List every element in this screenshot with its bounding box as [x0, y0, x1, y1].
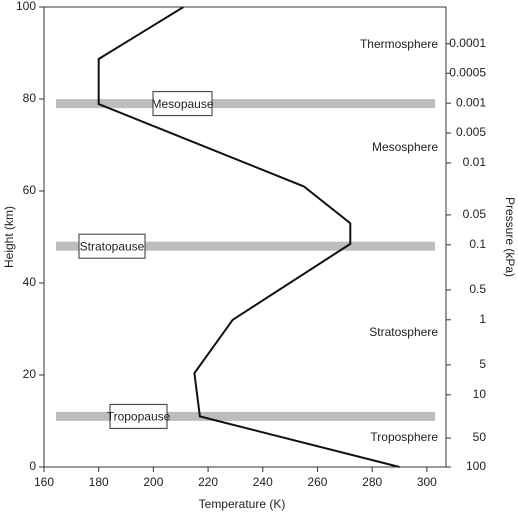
y-axis-label: Height (km) [2, 206, 16, 268]
x-tick-label: 200 [143, 475, 163, 489]
y2-tick-label: 0.0005 [449, 65, 486, 79]
plot-frame [43, 6, 447, 468]
y2-tick-label: 0.05 [463, 207, 487, 221]
y2-tick-label: 0.0001 [449, 36, 486, 50]
y2-tick-label: 0.1 [469, 237, 486, 251]
region-label: Stratosphere [369, 325, 438, 339]
x-tick-label: 220 [198, 475, 218, 489]
y2-tick-label: 0.01 [463, 155, 487, 169]
y-tick-label: 100 [16, 0, 36, 13]
region-label: Troposphere [370, 430, 438, 444]
y2-tick-label: 0.001 [456, 95, 486, 109]
y2-tick-label: 100 [466, 459, 486, 473]
pause-band [56, 411, 435, 421]
x-tick-label: 180 [89, 475, 109, 489]
y-tick-label: 80 [23, 91, 37, 105]
pause-box [152, 91, 213, 117]
pause-label: Stratopause [80, 239, 145, 253]
y2-tick-label: 5 [479, 357, 486, 371]
pause-box [109, 403, 168, 429]
y-tick-label: 60 [23, 183, 37, 197]
y2-tick-label: 0.005 [456, 125, 486, 139]
pause-label: Mesopause [151, 97, 213, 111]
y-tick-label: 40 [23, 275, 37, 289]
y2-tick-label: 10 [473, 387, 487, 401]
y2-tick-label: 1 [479, 312, 486, 326]
y-tick-label: 0 [29, 459, 36, 473]
pause-box [78, 233, 146, 259]
x-tick-label: 260 [307, 475, 327, 489]
y2-axis-label: Pressure (kPa) [503, 197, 517, 277]
x-tick-label: 300 [417, 475, 437, 489]
x-tick-label: 240 [253, 475, 273, 489]
x-tick-label: 160 [34, 475, 54, 489]
region-label: Thermosphere [360, 37, 438, 51]
y2-tick-label: 50 [473, 430, 487, 444]
y2-tick-label: 0.5 [469, 282, 486, 296]
pause-band [56, 241, 435, 251]
pause-label: Tropopause [107, 410, 171, 424]
temperature-line [97, 6, 400, 468]
region-label: Mesosphere [372, 140, 438, 154]
pause-band [56, 99, 435, 109]
x-tick-label: 280 [362, 475, 382, 489]
y-tick-label: 20 [23, 367, 37, 381]
x-axis-label: Temperature (K) [199, 497, 286, 511]
